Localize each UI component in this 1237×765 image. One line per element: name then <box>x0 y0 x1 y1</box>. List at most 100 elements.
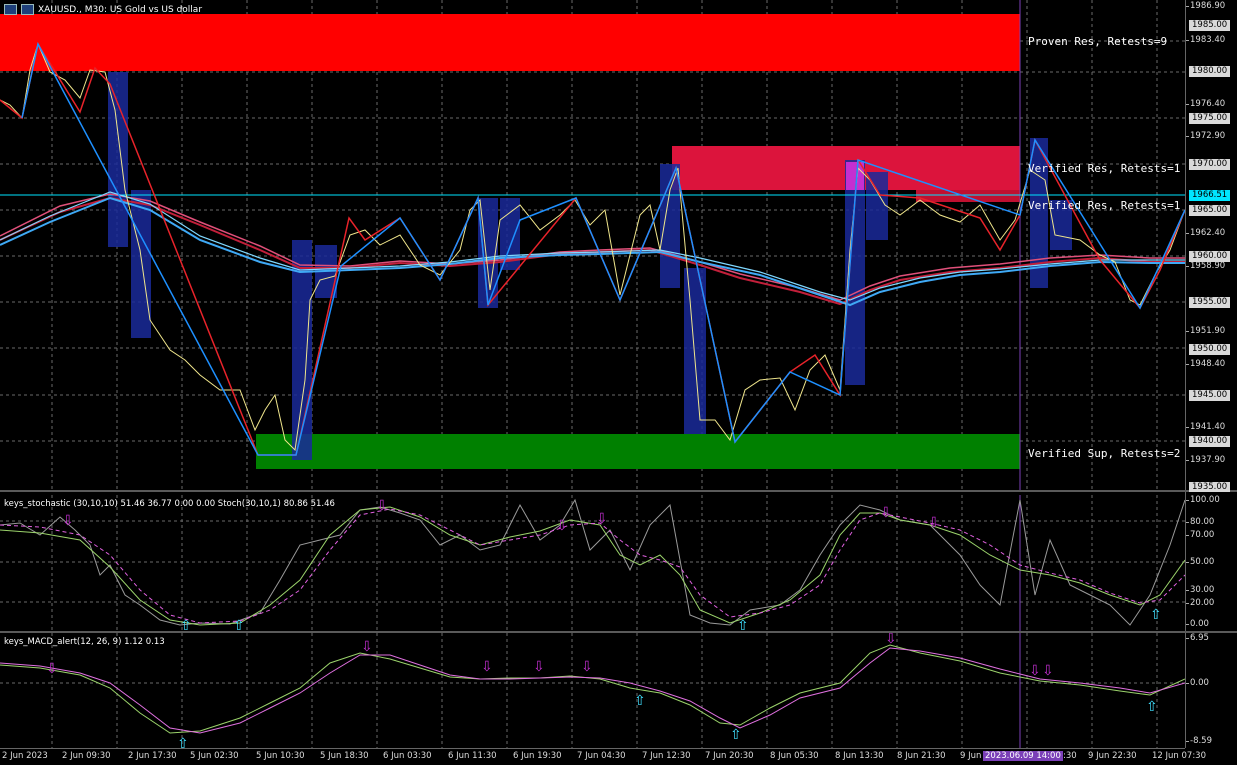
time-label: 2 Jun 2023 <box>2 751 48 761</box>
up-arrow-icon: ⇧ <box>177 736 189 748</box>
time-label: 12 Jun 07:30 <box>1152 751 1206 761</box>
up-arrow-icon: ⇧ <box>634 693 646 709</box>
time-label: 7 Jun 20:30 <box>705 751 754 761</box>
time-label: 9 Jun 22:30 <box>1088 751 1137 761</box>
down-arrow-icon: ⇩ <box>46 661 58 677</box>
up-arrow-icon: ⇧ <box>1150 607 1162 623</box>
macd-tick: 6.95 <box>1186 633 1209 643</box>
stoch-tick: 30.00 <box>1185 585 1215 595</box>
chart-type-icon[interactable] <box>21 4 34 15</box>
down-arrow-icon: ⇩ <box>361 639 373 655</box>
price-tick: 1955.00 <box>1189 297 1231 308</box>
price-tick: 1980.00 <box>1189 66 1231 77</box>
price-tick: 1940.00 <box>1189 436 1231 447</box>
macd-pane[interactable]: ⇩ ⇩ ⇩ ⇩ ⇩ ⇩ ⇩ ⇩ ⇧ ⇧ ⇧ ⇧ keys_MACD_alert(… <box>0 633 1185 748</box>
time-axis[interactable]: 2 Jun 2023 2 Jun 09:30 2 Jun 17:30 5 Jun… <box>0 748 1206 765</box>
time-label: 8 Jun 05:30 <box>770 751 819 761</box>
down-arrow-icon: ⇩ <box>1042 663 1054 679</box>
price-tick: 1958.90 <box>1185 261 1226 271</box>
price-tick: 1962.40 <box>1185 228 1226 238</box>
price-tick: 1965.00 <box>1189 205 1231 216</box>
cursor-time-label: 2023.06.09 14:00 <box>983 751 1063 761</box>
pane-separator[interactable] <box>0 490 1237 492</box>
time-label: 5 Jun 18:30 <box>320 751 369 761</box>
moving-averages <box>0 191 1185 307</box>
price-tick: 1976.40 <box>1185 99 1226 109</box>
down-arrow-icon: ⇩ <box>596 511 608 527</box>
verified-res-zone-2 <box>916 190 1020 202</box>
time-label: 9 Jun <box>960 751 982 761</box>
stochastic-pane[interactable]: ⇩ ⇩ ⇩ ⇩ ⇩ ⇩ ⇧ ⇧ ⇧ ⇧ keys_stochastic (30,… <box>0 495 1185 631</box>
price-tick: 1937.90 <box>1185 455 1226 465</box>
stoch-signal-line <box>0 508 1185 624</box>
price-line <box>0 42 1185 452</box>
up-arrow-icon: ⇧ <box>730 727 742 743</box>
verified-res-label-2: Verified Res, Retests=1 <box>1028 199 1180 212</box>
stochastic-axis[interactable]: 100.00 80.00 70.00 50.00 30.00 20.00 0.0… <box>1185 492 1237 631</box>
stoch-tick: 50.00 <box>1185 557 1215 567</box>
verified-sup-zone <box>256 434 1020 469</box>
time-label: 8 Jun 13:30 <box>835 751 884 761</box>
price-tick: 1945.00 <box>1189 390 1231 401</box>
macd-tick: 0.00 <box>1186 678 1209 688</box>
price-tick: 1975.00 <box>1189 113 1231 124</box>
menu-icon[interactable] <box>4 4 17 15</box>
time-label: 8 Jun 21:30 <box>897 751 946 761</box>
up-arrow-icon: ⇧ <box>1146 699 1158 715</box>
stoch-tick: 80.00 <box>1185 517 1215 527</box>
price-tick: 1960.00 <box>1189 251 1231 262</box>
price-tick: 1986.90 <box>1185 1 1226 11</box>
zigzag-up <box>21 41 1185 456</box>
time-label: 7 Jun 12:30 <box>642 751 691 761</box>
symbol-text: XAUUSD., M30: US Gold vs US dollar <box>38 4 203 15</box>
down-arrow-icon: ⇩ <box>376 498 388 514</box>
swing-boxes <box>108 72 1072 460</box>
price-tick: 1972.90 <box>1185 131 1226 141</box>
price-axis[interactable]: 1986.90 1985.00 1983.40 1980.00 1976.40 … <box>1185 0 1237 493</box>
time-label: 5 Jun 02:30 <box>190 751 239 761</box>
time-label: 7 Jun 04:30 <box>577 751 626 761</box>
time-label: 6 Jun 11:30 <box>448 751 497 761</box>
stochastic-svg: ⇩ ⇩ ⇩ ⇩ ⇩ ⇩ ⇧ ⇧ ⇧ ⇧ <box>0 495 1185 631</box>
down-arrow-icon: ⇩ <box>928 515 940 531</box>
price-chart-pane[interactable]: Proven Res, Retests=9 Verified Res, Rete… <box>0 0 1185 490</box>
stochastic-grid <box>0 495 1185 631</box>
stochastic-title: keys_stochastic (30,10,10) 51.46 36.77 0… <box>4 499 335 509</box>
zigzag-down <box>0 42 1185 456</box>
up-arrow-icon: ⇧ <box>233 618 245 631</box>
stoch-tick: 20.00 <box>1185 598 1215 608</box>
down-arrow-icon: ⇩ <box>556 518 568 534</box>
pane-separator[interactable] <box>0 631 1237 633</box>
time-label: 5 Jun 10:30 <box>256 751 305 761</box>
price-tick: 1951.90 <box>1185 326 1226 336</box>
time-label: 2 Jun 09:30 <box>62 751 111 761</box>
price-tick: 1983.40 <box>1185 35 1226 45</box>
up-arrow-icon: ⇧ <box>180 618 192 631</box>
down-arrow-icon: ⇩ <box>1029 663 1041 679</box>
stoch-tick: 0.00 <box>1186 619 1209 629</box>
down-arrow-icon: ⇩ <box>581 659 593 675</box>
price-tick: 1935.00 <box>1189 482 1231 493</box>
verified-res-label-1: Verified Res, Retests=1 <box>1028 162 1180 175</box>
stoch-fast-line <box>0 498 1185 626</box>
time-label: 6 Jun 03:30 <box>383 751 432 761</box>
stoch-tick: 70.00 <box>1185 530 1215 540</box>
chart-header: XAUUSD., M30: US Gold vs US dollar <box>4 4 202 15</box>
down-arrow-icon: ⇩ <box>481 659 493 675</box>
down-arrow-icon: ⇩ <box>880 505 892 521</box>
macd-axis[interactable]: 6.95 0.00 -8.59 <box>1185 633 1237 748</box>
price-tick: 1941.40 <box>1185 422 1226 432</box>
stoch-arrows: ⇩ ⇩ ⇩ ⇩ ⇩ ⇩ ⇧ ⇧ ⇧ ⇧ <box>62 498 1162 631</box>
down-arrow-icon: ⇩ <box>62 513 74 529</box>
price-chart-svg: Proven Res, Retests=9 Verified Res, Rete… <box>0 0 1185 490</box>
proven-res-zone <box>0 14 1020 71</box>
stoch-tick: 100.00 <box>1186 495 1220 505</box>
up-arrow-icon: ⇧ <box>737 618 749 631</box>
macd-signal-line <box>0 647 1185 734</box>
verified-sup-label: Verified Sup, Retests=2 <box>1028 447 1180 460</box>
cursor-time-suffix: :30 <box>1063 751 1077 761</box>
macd-arrows: ⇩ ⇩ ⇩ ⇩ ⇩ ⇩ ⇩ ⇩ ⇧ ⇧ ⇧ ⇧ <box>46 633 1158 748</box>
price-tick: 1985.00 <box>1189 20 1231 31</box>
proven-res-label: Proven Res, Retests=9 <box>1028 35 1167 48</box>
time-label: 6 Jun 19:30 <box>513 751 562 761</box>
